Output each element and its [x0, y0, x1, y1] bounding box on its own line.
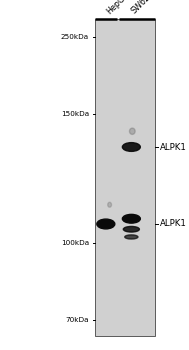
- Text: HepG2: HepG2: [105, 0, 131, 16]
- Text: 150kDa: 150kDa: [61, 111, 89, 117]
- Ellipse shape: [97, 219, 115, 229]
- Text: 100kDa: 100kDa: [61, 240, 89, 246]
- Ellipse shape: [123, 226, 139, 232]
- Ellipse shape: [122, 143, 140, 151]
- Text: ALPK1: ALPK1: [160, 219, 187, 229]
- Ellipse shape: [129, 128, 135, 134]
- Ellipse shape: [125, 235, 138, 239]
- Text: ALPK1: ALPK1: [160, 142, 187, 152]
- Ellipse shape: [122, 214, 140, 223]
- Text: 250kDa: 250kDa: [61, 34, 89, 40]
- Bar: [94, 19, 155, 336]
- Text: SW620: SW620: [129, 0, 156, 16]
- Ellipse shape: [108, 202, 112, 207]
- Text: 70kDa: 70kDa: [65, 317, 89, 323]
